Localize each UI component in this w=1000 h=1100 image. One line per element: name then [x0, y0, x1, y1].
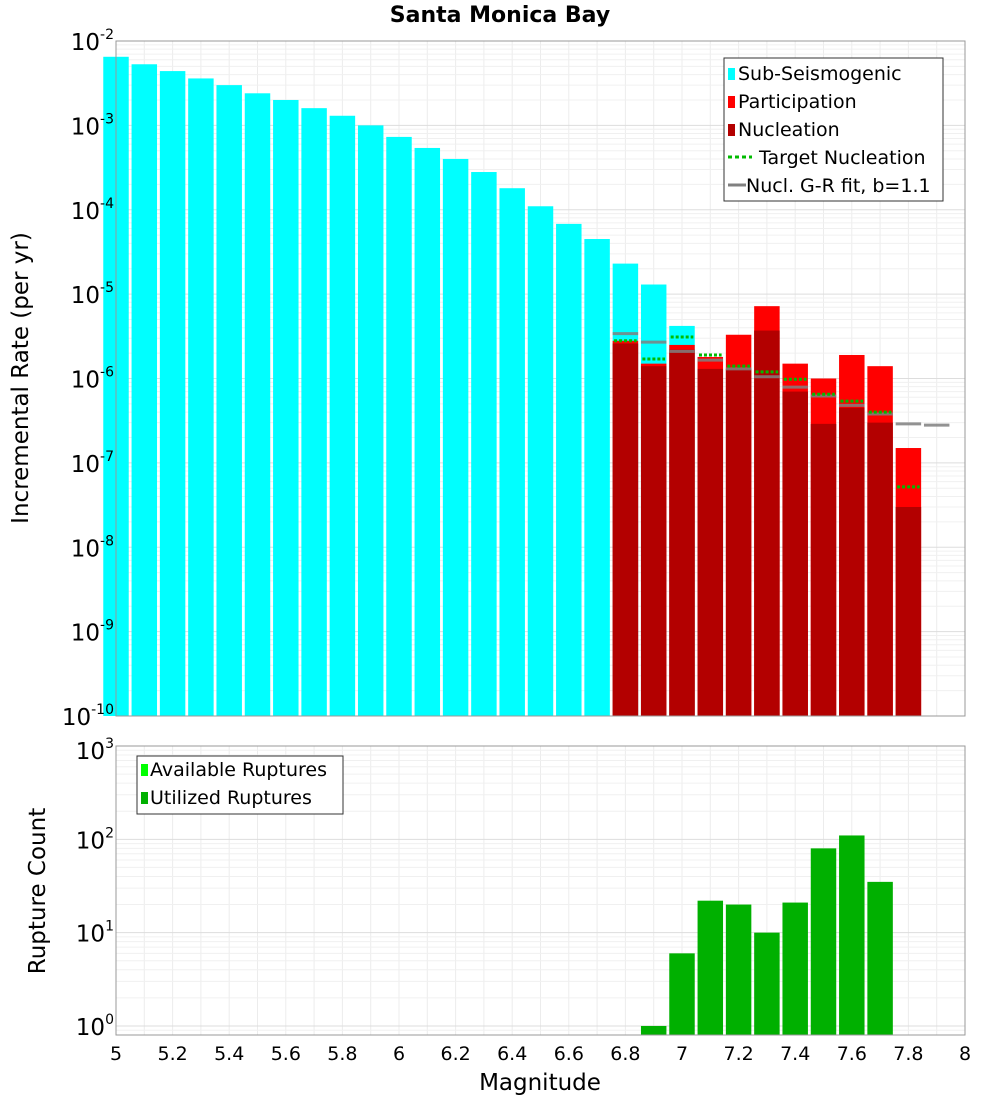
sub-seismogenic-bar [584, 239, 610, 716]
legend-label-sub-seismogenic: Sub-Seismogenic [738, 63, 902, 85]
nucleation-bar [782, 391, 808, 716]
sub-seismogenic-bar [273, 99, 299, 717]
top-y-tick-label: 10-2 [71, 27, 114, 56]
sub-seismogenic-bar [131, 64, 158, 716]
bottom-y-tick-label: 102 [76, 825, 114, 854]
utilized-ruptures-bar [754, 932, 780, 1035]
nucleation-bar [640, 366, 667, 716]
nucleation-bar [725, 368, 752, 716]
utilized-ruptures-bar [640, 1025, 667, 1035]
bottom-y-tick-label: 101 [76, 919, 114, 948]
sub-seismogenic-bar [386, 136, 412, 717]
sub-seismogenic-bar [556, 223, 582, 716]
legend-label-gr-fit: Nucl. G-R fit, b=1.1 [746, 175, 931, 197]
bottom-legend-box [136, 755, 344, 815]
nucleation-bar [697, 368, 724, 716]
bottom-legend: Available Ruptures Utilized Ruptures [136, 755, 344, 815]
top-plot-frame [115, 40, 966, 717]
utilized-ruptures-bar [867, 881, 893, 1035]
top-bars [103, 56, 922, 717]
x-tick-label: 5.8 [327, 1043, 357, 1065]
sub-seismogenic-bar [527, 206, 554, 716]
utilized-ruptures-bar [725, 904, 752, 1035]
nucleation-bar [839, 407, 865, 716]
chart-title: Santa Monica Bay [390, 3, 610, 28]
sub-seismogenic-bar [442, 158, 469, 717]
nucleation-bar [895, 506, 922, 716]
x-tick-label: 7.6 [837, 1043, 867, 1065]
legend-swatch-nucleation [728, 124, 735, 136]
sub-seismogenic-bar [159, 71, 186, 716]
legend-swatch-sub-seismogenic [728, 68, 735, 80]
nucleation-bar [754, 330, 780, 716]
sub-seismogenic-bar [357, 125, 384, 716]
top-panel: 10-2 10-3 10-4 10-5 10-6 10-7 10-8 10-9 10-10 In… [8, 27, 966, 731]
legend-label-participation: Participation [738, 91, 857, 113]
sub-seismogenic-bar [499, 188, 525, 717]
bottom-panel: 103 102 101 100 Rupture Count Available Rup… [25, 736, 971, 1096]
utilized-ruptures-bar [810, 848, 837, 1035]
top-y-tick-label: 10-4 [71, 196, 114, 225]
legend-label-target-nucleation: Target Nucleation [758, 147, 926, 169]
top-y-tick-label: 10-5 [71, 280, 114, 309]
legend-label-nucleation: Nucleation [738, 119, 840, 141]
utilized-ruptures-bar [669, 953, 695, 1035]
sub-seismogenic-bar [471, 172, 497, 716]
x-tick-label: 6 [393, 1043, 405, 1065]
bottom-bars [640, 835, 893, 1035]
x-tick-label: 5.4 [214, 1043, 244, 1065]
top-y-tick-label: 10-6 [71, 365, 114, 394]
x-tick-label: 8 [959, 1043, 971, 1065]
top-y-tick-label: 10-10 [62, 702, 114, 731]
nucleation-bar [810, 423, 837, 716]
top-y-axis-label: Incremental Rate (per yr) [8, 232, 34, 524]
top-y-tick-label: 10-7 [71, 449, 114, 478]
x-tick-label: 7.4 [780, 1043, 810, 1065]
x-tick-label: 7 [676, 1043, 688, 1065]
x-tick-label: 6.6 [554, 1043, 584, 1065]
x-tick-label: 5.6 [271, 1043, 301, 1065]
legend-swatch-participation [728, 96, 735, 108]
x-tick-label: 5 [110, 1043, 122, 1065]
x-axis-label: Magnitude [479, 1070, 601, 1096]
nucleation-bar [867, 422, 893, 716]
legend-label-available-ruptures: Available Ruptures [150, 759, 327, 781]
sub-seismogenic-bar [414, 147, 441, 716]
sub-seismogenic-bar [216, 85, 242, 716]
sub-seismogenic-bar [244, 93, 271, 716]
x-tick-label: 6.4 [497, 1043, 527, 1065]
top-y-tick-labels: 10-2 10-3 10-4 10-5 10-6 10-7 10-8 10-9 10-10 [62, 27, 114, 731]
top-y-tick-label: 10-9 [71, 618, 114, 647]
x-tick-label: 5.2 [157, 1043, 187, 1065]
utilized-ruptures-bar [697, 900, 724, 1035]
x-tick-label: 7.2 [723, 1043, 753, 1065]
utilized-ruptures-bar [782, 902, 808, 1035]
x-tick-labels: 5 5.2 5.4 5.6 5.8 6 6.2 6.4 6.6 6.8 7 7.2 7.4 7.6 7.8 8 [110, 1043, 971, 1065]
sub-seismogenic-bar [301, 108, 327, 717]
top-legend: Sub-Seismogenic Participation Nucleation… [723, 57, 944, 202]
top-y-tick-label: 10-8 [71, 533, 114, 562]
x-tick-label: 6.8 [610, 1043, 640, 1065]
nucleation-bar [612, 343, 639, 716]
top-reference-lines [612, 332, 950, 489]
bottom-y-tick-label: 103 [76, 736, 114, 765]
sub-seismogenic-bar [188, 78, 214, 717]
bottom-y-tick-labels: 103 102 101 100 [76, 736, 114, 1041]
utilized-ruptures-bar [839, 835, 865, 1035]
nucleation-bar [669, 349, 695, 716]
bottom-y-tick-label: 100 [76, 1012, 114, 1041]
bottom-y-axis-label: Rupture Count [25, 808, 51, 974]
legend-label-utilized-ruptures: Utilized Ruptures [150, 787, 312, 809]
legend-swatch-available-ruptures [141, 764, 148, 776]
bottom-plot-frame [115, 745, 966, 1036]
x-tick-label: 7.8 [893, 1043, 923, 1065]
legend-swatch-utilized-ruptures [141, 792, 148, 804]
top-y-tick-label: 10-3 [71, 111, 114, 140]
sub-seismogenic-bar [329, 115, 356, 716]
x-tick-label: 6.2 [440, 1043, 470, 1065]
top-legend-box [723, 57, 944, 202]
